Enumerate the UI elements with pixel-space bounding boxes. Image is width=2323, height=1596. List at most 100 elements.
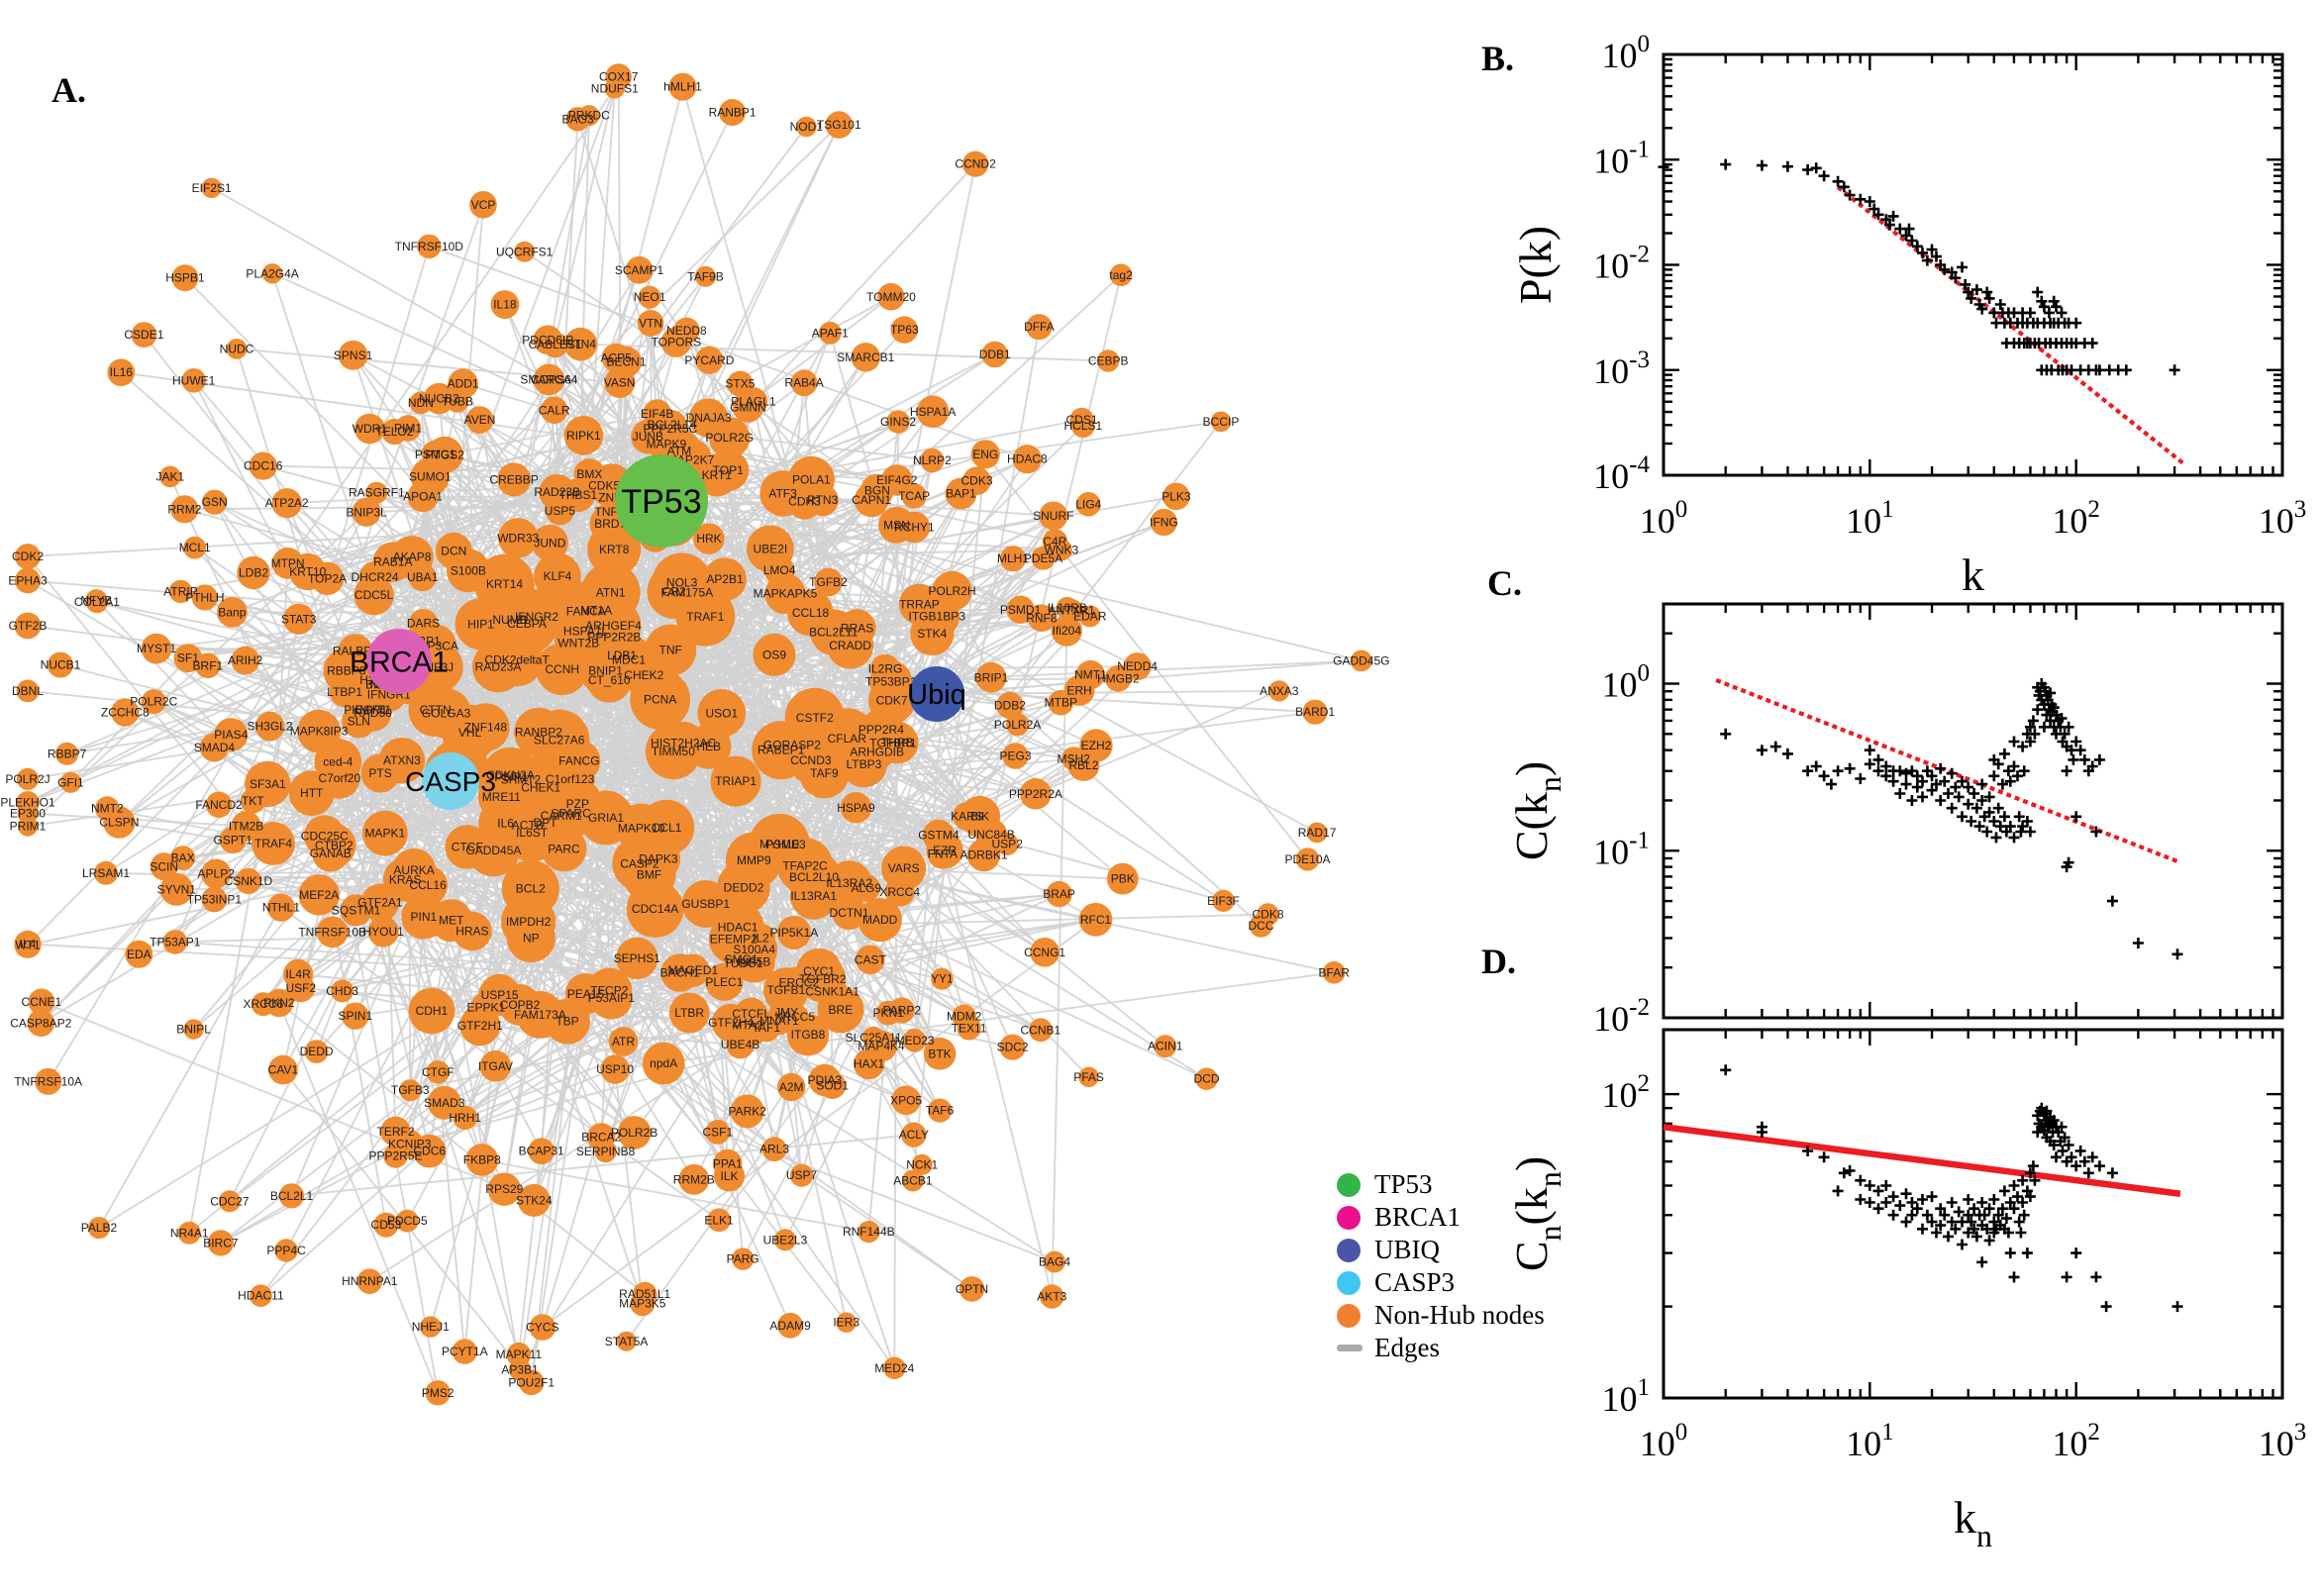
network-edge bbox=[118, 576, 424, 824]
network-edge bbox=[211, 186, 718, 477]
axis-tick-label: 100 bbox=[1602, 31, 1651, 75]
network-edge bbox=[669, 648, 1166, 1047]
scatter-point bbox=[2051, 1151, 2062, 1163]
scatter-point bbox=[2078, 753, 2090, 765]
network-node bbox=[15, 544, 41, 570]
scatter-point bbox=[1981, 826, 1993, 838]
network-edge bbox=[936, 689, 1279, 695]
scatter-point bbox=[1781, 748, 1793, 759]
scatter-point bbox=[1756, 745, 1768, 756]
scatter-point bbox=[2061, 765, 2072, 777]
network-node bbox=[883, 1356, 906, 1380]
scatter-point bbox=[1855, 193, 1867, 205]
network-node bbox=[177, 1221, 201, 1245]
scatter-point bbox=[1906, 1197, 1918, 1208]
scatter-point bbox=[1900, 767, 1912, 779]
network-edge bbox=[556, 119, 579, 493]
scatter-point bbox=[1963, 781, 1974, 793]
scatter-point bbox=[2008, 1180, 2020, 1191]
scatter-point bbox=[1946, 767, 1958, 779]
scatter-point bbox=[2169, 364, 2180, 376]
network-edge bbox=[884, 458, 1029, 670]
network-edge bbox=[27, 812, 247, 828]
network-edge bbox=[604, 569, 781, 1152]
network-node bbox=[498, 518, 539, 558]
scatter-point bbox=[2024, 826, 2036, 838]
scatter-point bbox=[1976, 778, 1988, 790]
legend-item: Edges bbox=[1337, 1332, 1545, 1364]
scatter-point bbox=[1976, 1197, 1988, 1208]
panel-label-c: C. bbox=[1487, 563, 1522, 603]
scatter-point bbox=[1720, 728, 1732, 740]
scatter-point bbox=[1900, 1188, 1912, 1200]
scatter-point bbox=[1769, 741, 1781, 752]
scatter-point bbox=[1911, 781, 1923, 793]
scatter-point bbox=[1864, 745, 1875, 756]
scatter-point bbox=[1981, 286, 1993, 298]
scatter-point bbox=[2086, 338, 2098, 349]
network-node bbox=[274, 1239, 298, 1262]
axis-tick-label: 10-2 bbox=[1593, 994, 1650, 1039]
scatter-point bbox=[1976, 1256, 1988, 1268]
axis-tick-label: 101 bbox=[1602, 1374, 1651, 1419]
scatter-point bbox=[2008, 1271, 2020, 1283]
legend-item-label: TP53 bbox=[1374, 1169, 1433, 1199]
axis-tick-label: 101 bbox=[1846, 1419, 1894, 1463]
scatter-point bbox=[2015, 826, 2027, 838]
network-edge bbox=[875, 751, 1014, 1048]
network-edge bbox=[622, 1041, 719, 1134]
scatter-point bbox=[1894, 765, 1906, 777]
scatter-point bbox=[2093, 753, 2105, 765]
network-node bbox=[902, 1029, 927, 1052]
scatter-point bbox=[1953, 791, 1965, 803]
scatter-point bbox=[1832, 1185, 1844, 1197]
legend-node-swatch bbox=[1337, 1238, 1361, 1262]
legend-item: CASP3 bbox=[1337, 1266, 1545, 1299]
network-node bbox=[719, 99, 747, 126]
scatter-point bbox=[1844, 762, 1856, 774]
network-node bbox=[928, 1098, 953, 1123]
network-node bbox=[266, 893, 295, 922]
network-node bbox=[916, 395, 950, 429]
scatter-point bbox=[2038, 721, 2050, 733]
scatter-point bbox=[2004, 1247, 2016, 1259]
scatter-point bbox=[1894, 788, 1906, 799]
legend-item-label: Non-Hub nodes bbox=[1374, 1300, 1545, 1330]
network-edge bbox=[398, 660, 522, 1370]
network-node bbox=[774, 1229, 796, 1251]
scatter-point bbox=[1894, 1200, 1906, 1212]
axis-tick-label: 10-1 bbox=[1593, 136, 1650, 180]
panel-label-d: D. bbox=[1481, 942, 1516, 981]
network-node bbox=[617, 1116, 652, 1149]
scatter-point bbox=[1825, 778, 1837, 790]
scatter-point bbox=[1946, 802, 1958, 814]
network-edge bbox=[718, 1148, 775, 1221]
scatter-point bbox=[1917, 1194, 1928, 1205]
scatter-point bbox=[2068, 753, 2079, 765]
scatter-point bbox=[2074, 1146, 2086, 1156]
network-edge bbox=[660, 500, 1067, 633]
scatter-point bbox=[1906, 1209, 1918, 1221]
scatter-point bbox=[1983, 292, 1995, 304]
scatter-point bbox=[2120, 364, 2132, 376]
network-edge bbox=[589, 473, 1363, 662]
network-edge bbox=[681, 86, 835, 633]
network-node bbox=[1350, 649, 1372, 672]
network-node bbox=[962, 150, 989, 177]
network-node bbox=[851, 343, 880, 372]
network-edge bbox=[236, 349, 386, 834]
network-node bbox=[1046, 880, 1072, 908]
scatter-point bbox=[2008, 832, 2020, 844]
fit-line bbox=[1663, 1124, 2181, 1197]
network-node bbox=[881, 846, 927, 891]
legend-item: Non-Hub nodes bbox=[1337, 1299, 1545, 1332]
network-edge bbox=[47, 857, 184, 1082]
network-edge bbox=[395, 1022, 732, 1157]
network-node bbox=[981, 341, 1008, 368]
scatter-point bbox=[1832, 765, 1844, 777]
legend-node-swatch bbox=[1337, 1205, 1361, 1230]
network-node bbox=[171, 264, 199, 292]
network-edge bbox=[382, 723, 1018, 933]
network-node bbox=[469, 191, 497, 219]
axis-tick-label: 10-2 bbox=[1593, 242, 1650, 286]
